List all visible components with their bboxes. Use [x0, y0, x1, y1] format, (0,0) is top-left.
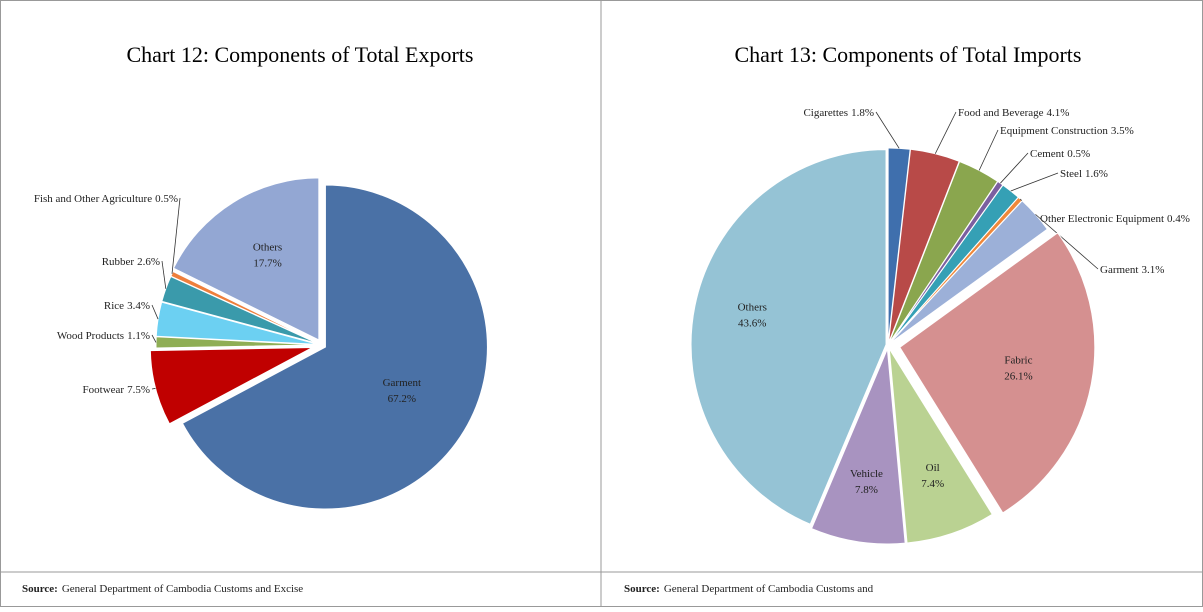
slice-name: Vehicle — [850, 468, 883, 480]
slice-value: 67.2% — [388, 393, 416, 405]
slice-name: Garment — [383, 377, 421, 389]
slice-label: Equipment Construction 3.5% — [1000, 125, 1134, 137]
slice-value: 26.1% — [1004, 371, 1032, 383]
slice-value: 1.1% — [127, 330, 150, 342]
slice-value: 7.5% — [127, 384, 150, 396]
slice-value: 7.4% — [921, 478, 944, 490]
slice-value: 4.1% — [1047, 107, 1070, 119]
leader-line — [978, 129, 999, 171]
slice-name: Others — [253, 241, 282, 253]
slice-label: Rice 3.4% — [104, 300, 150, 312]
slice-name: Wood Products — [57, 330, 124, 342]
slice-name: Oil — [926, 462, 940, 474]
leader-line — [1000, 152, 1029, 184]
slice-name: Fabric — [1004, 355, 1032, 367]
leader-line — [161, 260, 167, 289]
slice-label: Garment 3.1% — [1100, 264, 1164, 276]
source-label: Source: — [624, 583, 660, 595]
slice-value: 1.6% — [1085, 168, 1108, 180]
slice-value: 17.7% — [253, 257, 281, 269]
slice-value: 0.5% — [155, 193, 178, 205]
slice-label: Cement 0.5% — [1030, 148, 1090, 160]
slice-name: Steel — [1060, 168, 1082, 180]
leader-line — [151, 334, 157, 343]
slice-name: Cigarettes — [803, 107, 848, 119]
slice-name: Footwear — [83, 384, 125, 396]
source-label: Source: — [22, 583, 58, 595]
pie-slice — [172, 177, 320, 341]
slice-label: Rubber 2.6% — [102, 256, 160, 268]
leader-line — [151, 387, 156, 390]
pie-slice — [887, 148, 960, 344]
chart-title: Chart 12: Components of Total Exports — [127, 42, 474, 67]
slice-name: Food and Beverage — [958, 107, 1044, 119]
pie-slice — [170, 270, 319, 344]
slice-name: Equipment Construction — [1000, 125, 1108, 137]
slice-value: 43.6% — [738, 318, 766, 330]
slice-label: Footwear 7.5% — [83, 384, 150, 396]
source-text: General Department of Cambodia Customs a… — [664, 583, 874, 595]
slice-label: Cigarettes 1.8% — [803, 107, 874, 119]
slice-value: 1.8% — [851, 107, 874, 119]
leader-line — [171, 197, 181, 274]
slice-name: Garment — [1100, 264, 1138, 276]
slice-value: 3.5% — [1111, 125, 1134, 137]
slice-label: Wood Products 1.1% — [57, 330, 150, 342]
pie-slice — [888, 348, 993, 544]
slice-name: Other Electronic Equipment — [1040, 213, 1164, 225]
slice-value: 3.1% — [1141, 264, 1164, 276]
slice-name: Rubber — [102, 256, 135, 268]
leader-line — [1035, 214, 1099, 270]
leader-line — [934, 111, 957, 154]
slice-label: Fish and Other Agriculture 0.5% — [34, 193, 178, 205]
pie-slice — [155, 301, 319, 345]
leader-line — [151, 304, 159, 320]
leader-line — [875, 111, 900, 149]
source-text: General Department of Cambodia Customs a… — [62, 583, 303, 595]
slice-value: 7.8% — [855, 484, 878, 496]
source: Source: General Department of Cambodia Cu… — [624, 583, 874, 595]
pie-slice — [181, 184, 488, 510]
leader-line — [1010, 172, 1059, 192]
slice-value: 3.4% — [127, 300, 150, 312]
slice-name: Cement — [1030, 148, 1064, 160]
pie-slice — [899, 232, 1096, 514]
pie-slice — [149, 347, 313, 425]
slice-name: Rice — [104, 300, 124, 312]
pie-slice — [155, 336, 319, 349]
source: Source: General Department of Cambodia Cu… — [22, 583, 303, 595]
slice-label: Steel 1.6% — [1060, 168, 1108, 180]
slice-value: 2.6% — [137, 256, 160, 268]
slice-name: Others — [738, 302, 767, 314]
slice-value: 0.4% — [1167, 213, 1190, 225]
pie-slice — [810, 348, 906, 545]
slice-label: Other Electronic Equipment 0.4% — [1040, 213, 1190, 225]
chart-title: Chart 13: Components of Total Imports — [735, 42, 1082, 67]
pie-slice — [690, 149, 887, 525]
slice-label: Food and Beverage 4.1% — [958, 107, 1069, 119]
slice-name: Fish and Other Agriculture — [34, 193, 152, 205]
slice-value: 0.5% — [1067, 148, 1090, 160]
